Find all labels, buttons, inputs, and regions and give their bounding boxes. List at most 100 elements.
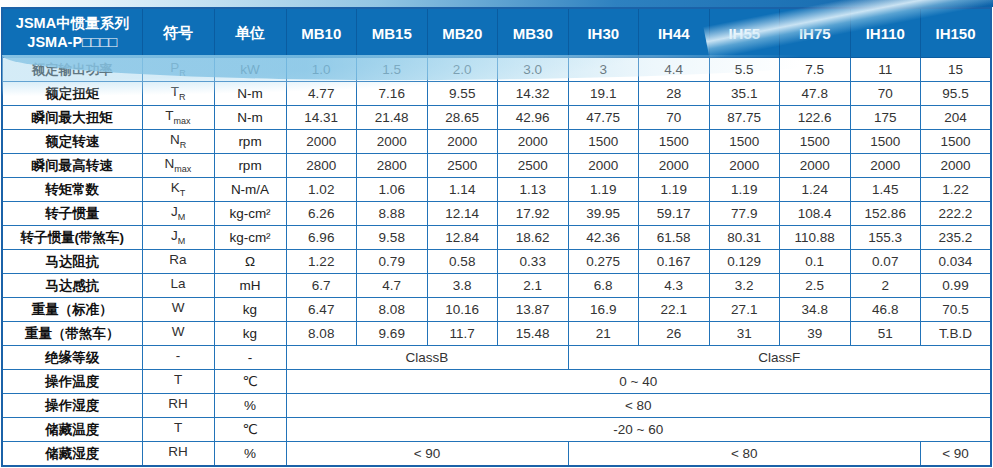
spec-value: 0.275: [568, 250, 639, 274]
column-header-symbol: 符号: [142, 8, 214, 58]
spec-value: 17.92: [498, 202, 569, 226]
table-row: 转矩常数KTN-m/A1.021.061.141.131.191.191.191…: [2, 178, 991, 202]
symbol-base: T: [174, 420, 182, 435]
spec-value: 21.48: [357, 106, 428, 130]
spec-value: 47.75: [568, 106, 639, 130]
row-unit: ℃: [214, 418, 286, 442]
symbol-base: J: [171, 204, 178, 219]
row-label: 瞬间最高转速: [2, 154, 142, 178]
model-column-header: IH110: [850, 8, 921, 58]
spec-value: 1.02: [286, 178, 357, 202]
spec-value: 8.08: [357, 298, 428, 322]
spec-value: 42.96: [498, 106, 569, 130]
row-label: 马达感抗: [2, 274, 142, 298]
spec-value: 70: [639, 106, 710, 130]
spec-value: 12.84: [427, 226, 498, 250]
row-symbol: T: [142, 370, 214, 394]
model-column-header: MB15: [357, 8, 428, 58]
row-symbol: RH: [142, 394, 214, 418]
row-label: 马达阻抗: [2, 250, 142, 274]
spec-value: 0.07: [850, 250, 921, 274]
spec-value: 0.167: [639, 250, 710, 274]
spec-value: 9.58: [357, 226, 428, 250]
spec-value: 6.7: [286, 274, 357, 298]
spec-value: 19.1: [568, 82, 639, 106]
table-row: 额定转速NRrpm2000200020002000150015001500150…: [2, 130, 991, 154]
spec-value: 12.14: [427, 202, 498, 226]
row-unit: kg: [214, 298, 286, 322]
spec-value: 2000: [427, 130, 498, 154]
symbol-base: T: [171, 84, 179, 99]
table-row: 重量（带煞车）Wkg8.089.6911.715.482126313951T.B…: [2, 322, 991, 346]
series-title-line1: JSMA中惯量系列: [5, 14, 140, 33]
spec-value: 5.5: [709, 58, 780, 82]
spec-value: 61.58: [639, 226, 710, 250]
spec-value: < 80: [568, 442, 921, 467]
spec-value: 2800: [357, 154, 428, 178]
symbol-base: N: [170, 132, 180, 147]
spec-value: 10.16: [427, 298, 498, 322]
model-column-header: IH30: [568, 8, 639, 58]
spec-value: 14.31: [286, 106, 357, 130]
spec-value: 47.8: [780, 82, 851, 106]
row-symbol: T: [142, 418, 214, 442]
symbol-base: RH: [168, 396, 188, 411]
model-column-header: IH150: [921, 8, 992, 58]
symbol-base: T: [165, 108, 173, 123]
spec-value: 26: [639, 322, 710, 346]
spec-value: 222.2: [921, 202, 992, 226]
model-column-header: MB20: [427, 8, 498, 58]
spec-value: 7.16: [357, 82, 428, 106]
spec-value: 87.75: [709, 106, 780, 130]
symbol-subscript: R: [179, 92, 186, 102]
row-label: 额定转速: [2, 130, 142, 154]
row-label: 额定输出功率: [2, 58, 142, 82]
table-row: 储藏湿度RH%< 90< 80< 90: [2, 442, 991, 467]
spec-table: JSMA中惯量系列 JSMA-P□□□□ 符号 单位 MB10 MB15 MB2…: [1, 7, 992, 467]
spec-value: 31: [709, 322, 780, 346]
spec-value: 1.19: [709, 178, 780, 202]
spec-value: 1500: [921, 130, 992, 154]
spec-value: 39.95: [568, 202, 639, 226]
spec-value: 80.31: [709, 226, 780, 250]
row-symbol: JM: [142, 226, 214, 250]
table-row: 马达感抗LamH6.74.73.82.16.84.33.22.520.99: [2, 274, 991, 298]
spec-value: 2000: [498, 130, 569, 154]
spec-value: 7.5: [780, 58, 851, 82]
spec-value: 11.7: [427, 322, 498, 346]
spec-value: 3.2: [709, 274, 780, 298]
table-row: 储藏温度T℃-20 ~ 60: [2, 418, 991, 442]
spec-value: 235.2: [921, 226, 992, 250]
row-symbol: La: [142, 274, 214, 298]
row-label: 绝缘等级: [2, 346, 142, 370]
row-symbol: PR: [142, 58, 214, 82]
row-unit: ℃: [214, 370, 286, 394]
spec-value: 3.8: [427, 274, 498, 298]
spec-value: 51: [850, 322, 921, 346]
spec-value: 4.3: [639, 274, 710, 298]
spec-value: 13.87: [498, 298, 569, 322]
spec-value: 1500: [639, 130, 710, 154]
spec-value: 122.6: [780, 106, 851, 130]
row-symbol: W: [142, 298, 214, 322]
spec-value: 0.33: [498, 250, 569, 274]
spec-value: 2.1: [498, 274, 569, 298]
model-column-header: MB10: [286, 8, 357, 58]
spec-value: 0.129: [709, 250, 780, 274]
spec-value: 155.3: [850, 226, 921, 250]
symbol-base: P: [170, 60, 179, 75]
header-row: JSMA中惯量系列 JSMA-P□□□□ 符号 单位 MB10 MB15 MB2…: [2, 8, 991, 58]
spec-value: 1.19: [639, 178, 710, 202]
row-symbol: Tmax: [142, 106, 214, 130]
model-column-header: IH75: [780, 8, 851, 58]
spec-value: 110.88: [780, 226, 851, 250]
row-symbol: NR: [142, 130, 214, 154]
row-label: 额定扭矩: [2, 82, 142, 106]
spec-value: 1.22: [286, 250, 357, 274]
spec-value: 0.58: [427, 250, 498, 274]
table-row: 操作温度T℃0 ~ 40: [2, 370, 991, 394]
spec-value: 46.8: [850, 298, 921, 322]
spec-value: 2000: [921, 154, 992, 178]
row-unit: N-m: [214, 82, 286, 106]
spec-value: 0.034: [921, 250, 992, 274]
